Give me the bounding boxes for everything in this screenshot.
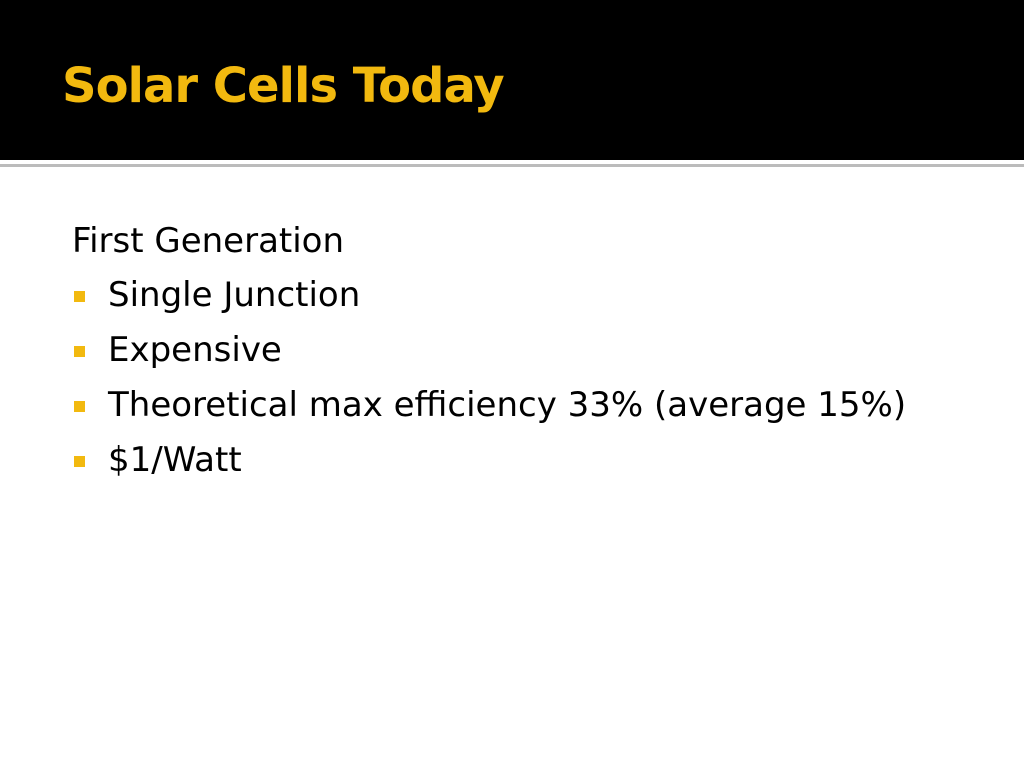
bullet-text: $1/Watt bbox=[108, 440, 242, 480]
bullet-item: Single Junction bbox=[72, 268, 906, 323]
bullet-text: Expensive bbox=[108, 330, 282, 370]
bullet-marker bbox=[74, 291, 85, 302]
bullet-item: $1/Watt bbox=[72, 433, 906, 488]
bullet-item: Theoretical max efficiency 33% (average … bbox=[72, 378, 906, 433]
bullet-marker bbox=[74, 346, 85, 357]
title-bar bbox=[0, 0, 1024, 160]
bullet-text: Theoretical max efficiency 33% (average … bbox=[108, 385, 907, 425]
divider bbox=[0, 160, 1024, 163]
slide-title: Solar Cells Today bbox=[62, 58, 505, 114]
heading: First Generation bbox=[72, 221, 345, 261]
divider bbox=[0, 164, 1024, 167]
bullet-text: Single Junction bbox=[108, 275, 361, 315]
bullet-item: Expensive bbox=[72, 323, 906, 378]
content: First Generation Single Junction Expensiv… bbox=[72, 214, 906, 488]
bullet-list: Single Junction Expensive Theoretical max … bbox=[72, 268, 906, 488]
bullet-marker bbox=[74, 401, 85, 412]
bullet-marker bbox=[74, 456, 85, 467]
